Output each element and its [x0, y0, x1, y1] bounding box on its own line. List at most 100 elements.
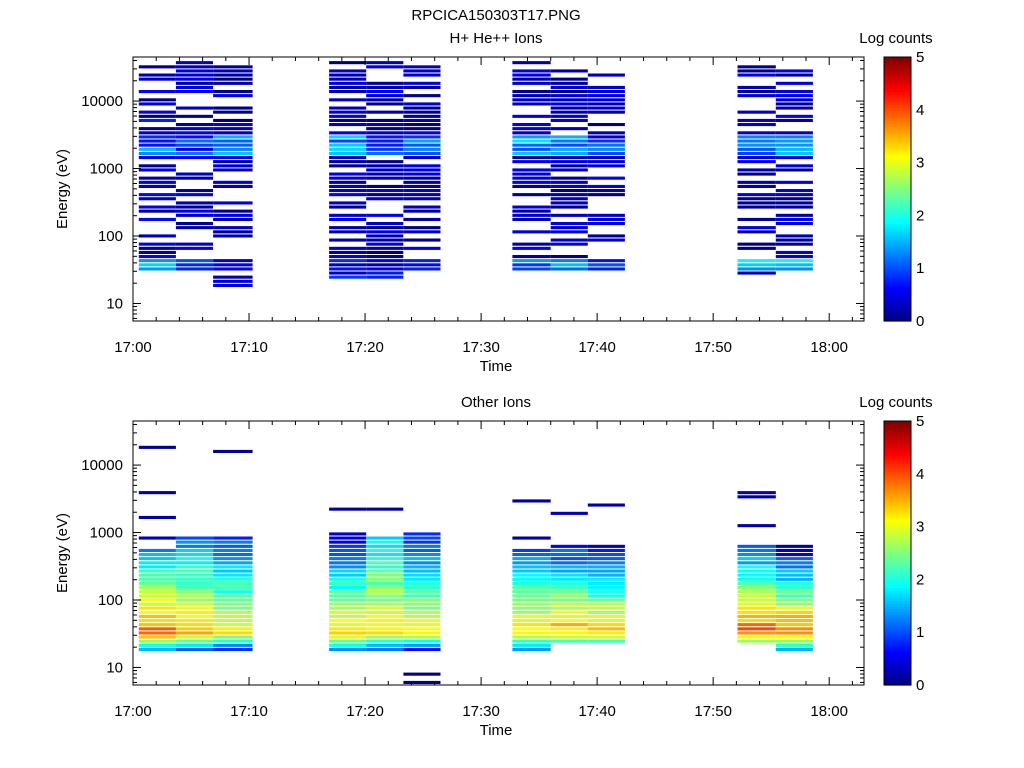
heatmap-cell — [550, 77, 588, 81]
heatmap-cell — [550, 581, 588, 585]
heatmap-cell — [737, 627, 776, 631]
heatmap-cell — [512, 61, 551, 65]
heatmap-cell — [512, 180, 551, 184]
colorbar-frame — [883, 56, 912, 322]
heatmap-cell — [587, 193, 625, 197]
heatmap-cell — [329, 238, 367, 242]
x-tick-label: 17:00 — [114, 339, 152, 356]
colorbar-swatch — [884, 436, 911, 441]
heatmap-cell — [138, 586, 176, 590]
heatmap-cell — [403, 569, 441, 573]
colorbar-swatch — [884, 218, 911, 222]
heatmap-cell — [737, 246, 776, 250]
colorbar-swatch — [884, 423, 911, 427]
heatmap-cell — [512, 623, 551, 627]
heatmap-cell — [737, 73, 776, 77]
heatmap-cell — [366, 602, 404, 606]
heatmap-cell — [213, 639, 253, 643]
colorbar-swatch — [884, 78, 911, 82]
heatmap-cell — [175, 569, 213, 573]
heatmap-cell — [329, 176, 367, 180]
heatmap-cell — [587, 160, 625, 164]
heatmap-cell — [213, 151, 253, 155]
heatmap-cell — [175, 127, 213, 131]
heatmap-cell — [366, 127, 404, 131]
colorbar-swatch — [884, 663, 911, 668]
heatmap-cell — [587, 213, 625, 217]
heatmap-cell — [213, 614, 253, 618]
colorbar-swatch — [884, 310, 911, 314]
heatmap-cell — [213, 275, 253, 279]
colorbar-swatch — [884, 452, 911, 456]
heatmap-cell — [329, 275, 367, 279]
heatmap-cell — [550, 114, 588, 118]
heatmap-cell — [550, 577, 588, 581]
heatmap-cell — [737, 184, 776, 188]
heatmap-cell — [138, 602, 176, 606]
heatmap-cell — [329, 610, 367, 614]
colorbar-swatch — [884, 241, 911, 246]
heatmap-cell — [366, 197, 404, 201]
heatmap-cell — [175, 205, 213, 209]
colorbar-swatch — [884, 616, 911, 620]
heatmap-cell — [213, 610, 253, 614]
colorbar-swatch — [884, 518, 911, 522]
heatmap-cell — [213, 226, 253, 230]
heatmap-cell — [737, 524, 776, 528]
colorbar-swatch — [884, 307, 911, 312]
heatmap-cell — [138, 73, 176, 77]
colorbar-swatch — [884, 589, 911, 594]
colorbar-swatch — [884, 450, 911, 454]
heatmap-cell — [329, 507, 367, 511]
heatmap-cell — [138, 193, 176, 197]
heatmap-cell — [737, 143, 776, 147]
heatmap-cell — [175, 573, 213, 577]
heatmap-cell — [175, 643, 213, 647]
heatmap-cell — [737, 205, 776, 209]
heatmap-cell — [550, 106, 588, 110]
heatmap-cell — [403, 263, 441, 267]
colorbar-swatch — [884, 297, 911, 301]
heatmap-cell — [138, 635, 176, 639]
heatmap-cell — [329, 213, 367, 217]
heatmap-cell — [550, 553, 588, 557]
heatmap-cell — [329, 548, 367, 552]
heatmap-cell — [175, 65, 213, 69]
colorbar-swatch — [884, 57, 911, 61]
heatmap-cell — [775, 619, 813, 623]
heatmap-cell — [175, 602, 213, 606]
colorbar-swatch — [884, 582, 911, 586]
colorbar-swatch — [884, 555, 911, 559]
heatmap-cell — [403, 532, 441, 536]
heatmap-cell — [587, 217, 625, 221]
heatmap-cell — [175, 631, 213, 635]
colorbar-swatch — [884, 634, 911, 639]
heatmap-cell — [512, 259, 551, 263]
colorbar-swatch — [884, 86, 911, 90]
heatmap-cell — [329, 98, 367, 102]
heatmap-cell — [550, 565, 588, 569]
heatmap-cell — [329, 561, 367, 565]
colorbar-swatch — [884, 421, 911, 425]
heatmap-cell — [366, 255, 404, 259]
heatmap-cell — [403, 606, 441, 610]
colorbar-swatch — [884, 207, 911, 211]
heatmap-cell — [512, 246, 551, 250]
heatmap-cell — [138, 557, 176, 561]
colorbar-swatch — [884, 120, 911, 124]
colorbar-swatch — [884, 141, 911, 145]
colorbar-swatch — [884, 223, 911, 227]
heatmap-cell — [329, 581, 367, 585]
heatmap-cell — [512, 176, 551, 180]
heatmap-cell — [403, 94, 441, 98]
heatmap-cell — [213, 548, 253, 552]
heatmap-cell — [737, 180, 776, 184]
heatmap-cell — [213, 586, 253, 590]
heatmap-cell — [138, 445, 176, 449]
heatmap-cell — [737, 598, 776, 602]
heatmap-cell — [138, 217, 176, 221]
y-tick-label: 100 — [98, 228, 123, 245]
heatmap-cell — [213, 536, 253, 540]
heatmap-cell — [737, 614, 776, 618]
heatmap-cell — [213, 217, 253, 221]
